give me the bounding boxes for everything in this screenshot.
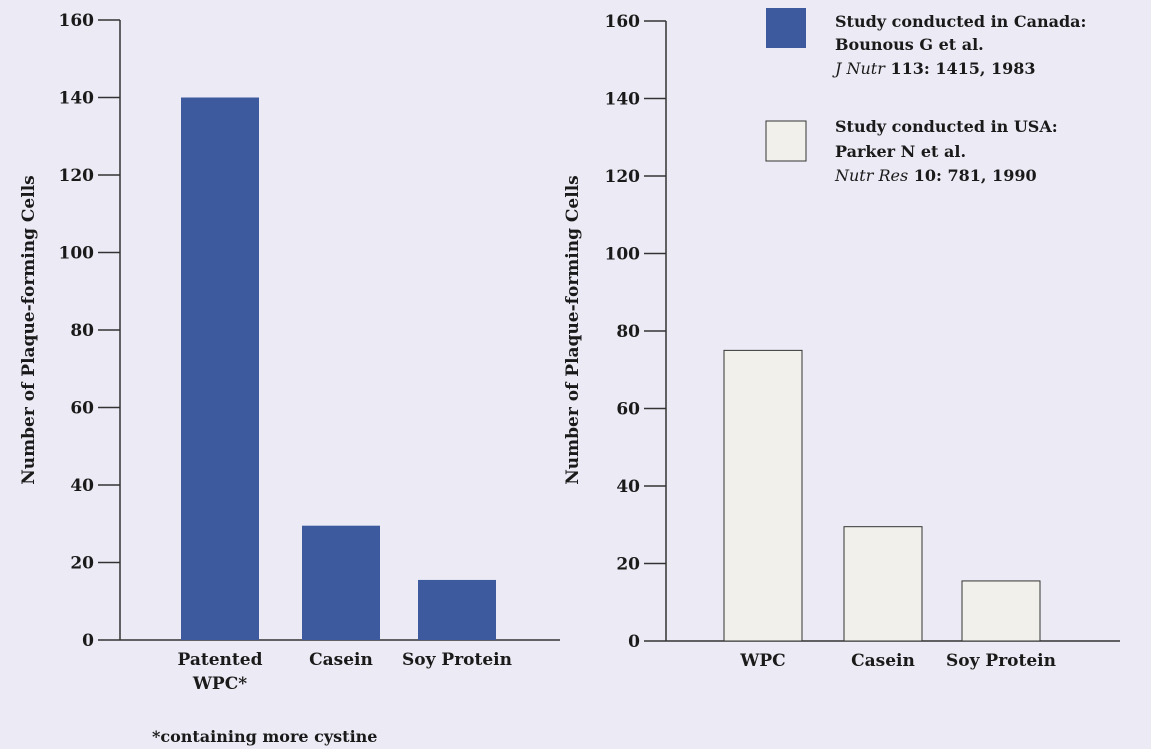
bar-usa-1 [723, 349, 803, 642]
y-axis-label: Number of Plaque-forming Cells [563, 175, 583, 484]
legend-journal-canada: J Nutr [832, 59, 886, 78]
y-tick-label: 120 [59, 166, 95, 186]
y-tick-label: 140 [59, 89, 95, 109]
bar-usa-3 [961, 580, 1041, 642]
legend-ref-usa: 10: 781, 1990 [908, 166, 1036, 185]
bar-canada-1 [181, 97, 259, 640]
legend-citation-usa: Nutr Res 10: 781, 1990 [834, 166, 1037, 185]
y-tick-label: 120 [605, 167, 641, 187]
y-tick-label: 0 [82, 631, 94, 651]
y-tick-label: 100 [59, 244, 95, 264]
legend-entry-usa: Study conducted in USA: Parker N et al. … [765, 117, 1058, 185]
legend-journal-usa: Nutr Res [834, 166, 908, 185]
y-tick-label: 20 [616, 555, 640, 575]
category-label: Casein [851, 651, 915, 671]
y-tick-label: 80 [70, 321, 94, 341]
legend-swatch-canada [766, 8, 806, 48]
bar-canada-2 [302, 525, 380, 640]
y-tick-label: 60 [616, 400, 640, 420]
y-tick-label: 160 [59, 11, 95, 31]
bar-canada-3 [418, 579, 496, 640]
y-axis-label: Number of Plaque-forming Cells [19, 175, 39, 484]
category-label: Soy Protein [946, 651, 1056, 671]
y-tick-label: 0 [628, 632, 640, 652]
legend-entry-canada: Study conducted in Canada: Bounous G et … [766, 8, 1086, 78]
bar-usa-2 [843, 526, 923, 642]
category-label: Soy Protein [402, 650, 512, 670]
y-tick-label: 100 [605, 245, 641, 265]
category-label: WPC* [192, 674, 247, 694]
y-tick-label: 60 [70, 399, 94, 419]
legend: Study conducted in Canada: Bounous G et … [765, 8, 1086, 185]
category-label: Patented [178, 650, 263, 670]
right-chart: 0 20 40 60 80 100 120 140 160 Number of Plaque-fo… [563, 12, 1120, 671]
y-tick-label: 160 [605, 12, 641, 32]
legend-ref-canada: 113: 1415, 1983 [885, 59, 1036, 78]
y-tick-label: 140 [605, 90, 641, 110]
y-tick-label: 20 [70, 554, 94, 574]
y-tick-label: 40 [616, 477, 640, 497]
legend-swatch-usa [765, 120, 807, 162]
y-tick-label: 80 [616, 322, 640, 342]
footnote: *containing more cystine [152, 727, 377, 746]
legend-title-canada: Study conducted in Canada: [835, 12, 1086, 31]
legend-citation-canada: J Nutr 113: 1415, 1983 [832, 59, 1036, 78]
y-tick-label: 40 [70, 476, 94, 496]
legend-author-usa: Parker N et al. [835, 142, 966, 161]
legend-author-canada: Bounous G et al. [835, 35, 984, 54]
left-chart: 0 20 40 60 80 100 120 140 160 Number of Plaque-fo… [19, 11, 560, 694]
legend-title-usa: Study conducted in USA: [835, 117, 1058, 136]
category-label: Casein [309, 650, 373, 670]
category-label: WPC [739, 651, 785, 671]
